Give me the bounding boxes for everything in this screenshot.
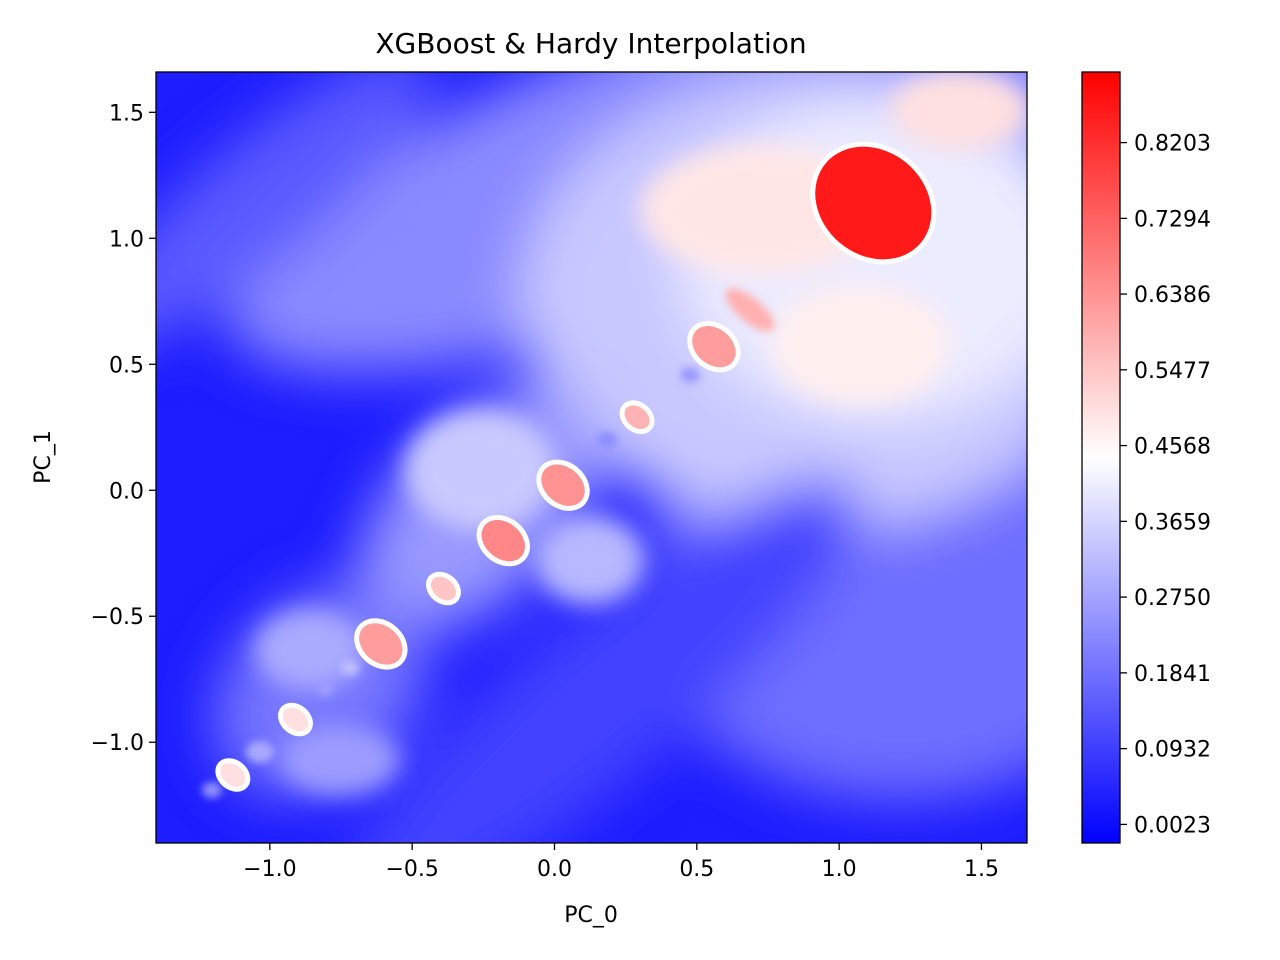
heatmap-blob (318, 684, 332, 696)
colorbar-tick-label: 0.7294 (1134, 207, 1211, 232)
colorbar-tick-label: 0.4568 (1134, 435, 1211, 460)
heatmap-region (890, 72, 1027, 150)
heatmap-blob (246, 741, 274, 763)
hotspot-point (815, 146, 932, 260)
heatmap-region (255, 610, 365, 690)
x-tick-label: 0.0 (537, 857, 572, 882)
heatmap-blob (597, 432, 617, 448)
y-tick-label: 0.5 (109, 353, 144, 378)
colorbar-tick-label: 0.0023 (1134, 813, 1211, 838)
x-tick-label: 0.5 (679, 857, 714, 882)
hotspot-point (692, 325, 736, 368)
x-tick-label: 1.0 (822, 857, 857, 882)
y-tick-label: −0.5 (91, 605, 144, 630)
colorbar-tick-label: 0.0932 (1134, 738, 1211, 763)
x-tick-label: −1.0 (243, 857, 296, 882)
colorbar-tick-label: 0.1841 (1134, 662, 1211, 687)
heatmap-blob (725, 288, 775, 332)
y-axis: −1.0 −0.5 0.0 0.5 1.0 1.5 (91, 101, 156, 756)
heatmap-blob (680, 367, 700, 383)
heatmap-region (280, 725, 400, 795)
hotspot-point (624, 405, 650, 430)
heatmap-band (342, 479, 858, 843)
hotspot-point (282, 707, 308, 732)
colorbar-tick-label: 0.8203 (1134, 132, 1211, 157)
plot-frame (155, 71, 1028, 844)
heatmap-region (405, 410, 555, 530)
y-tick-label: −1.0 (91, 731, 144, 756)
y-axis-label: PC_1 (31, 430, 56, 484)
y-tick-label: 1.5 (109, 101, 144, 126)
hotspot-point (220, 763, 246, 787)
heatmap-region (535, 515, 645, 605)
x-tick-label: −0.5 (385, 857, 438, 882)
heatmap-blob (341, 661, 359, 675)
x-axis-label: PC_0 (564, 903, 618, 928)
x-axis: −1.0 −0.5 0.0 0.5 1.0 1.5 (243, 843, 999, 882)
hotspot-point (541, 464, 585, 506)
hotspot-layer (215, 141, 937, 792)
chart-title: XGBoost & Hardy Interpolation (375, 27, 806, 60)
y-tick-label: 0.0 (109, 479, 144, 504)
heatmap-band (156, 72, 433, 349)
hotspot-point (430, 576, 456, 601)
colorbar-tick-label: 0.6386 (1134, 283, 1211, 308)
hotspot-point (359, 623, 403, 665)
colorbar-tick-label: 0.3659 (1134, 510, 1211, 535)
heatmap-blob (202, 782, 222, 798)
heatmap-regions (255, 72, 1027, 795)
x-tick-label: 1.5 (964, 857, 999, 882)
heatmap-diagonal (202, 288, 775, 798)
colorbar-tick-label: 0.5477 (1134, 359, 1211, 384)
y-tick-label: 1.0 (109, 227, 144, 252)
colorbar (1081, 71, 1121, 844)
colorbar-tick-label: 0.2750 (1134, 586, 1211, 611)
hotspot-point (481, 519, 525, 562)
heatmap-region (770, 285, 950, 405)
heatmap-field (156, 72, 1027, 843)
colorbar-ticks: 0.0023 0.0932 0.1841 0.2750 0.3659 0.4568 0.54… (1120, 132, 1211, 838)
